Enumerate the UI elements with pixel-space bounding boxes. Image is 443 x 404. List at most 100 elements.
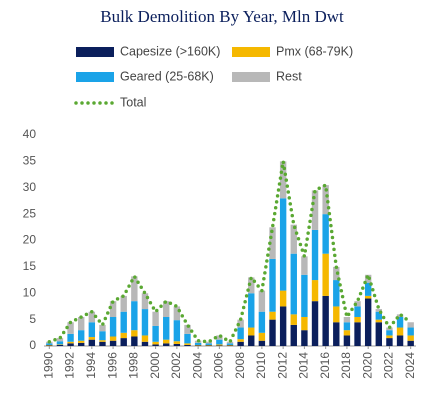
legend-swatch	[76, 72, 114, 82]
bar-segment	[67, 343, 74, 346]
bar-segment	[109, 340, 117, 346]
bar-segment	[354, 316, 361, 323]
bar-segment	[216, 344, 223, 346]
bar-segment	[343, 316, 351, 323]
bar-segment	[407, 340, 414, 346]
bar-segment	[279, 161, 287, 199]
bar-segment	[173, 306, 181, 321]
bar-segment	[46, 344, 53, 346]
bar-segment	[173, 320, 181, 342]
bar-segment	[88, 339, 96, 346]
x-tick-label: 1996	[105, 352, 119, 379]
y-tick-label: 20	[23, 233, 37, 247]
bar-segment	[311, 280, 319, 302]
x-tick-label: 2008	[233, 352, 247, 379]
bar-segment	[386, 335, 393, 339]
bar-segment	[354, 301, 361, 307]
y-tick-label: 0	[29, 338, 36, 352]
bar-segment	[205, 345, 212, 346]
bar-segment	[120, 311, 127, 333]
bar-segment	[163, 343, 170, 346]
bar-segment	[258, 290, 266, 312]
legend-swatch	[232, 47, 270, 57]
x-tick-label: 1998	[127, 352, 141, 379]
bar-segment	[322, 185, 329, 215]
bar-segment	[396, 335, 404, 346]
bar-segment	[396, 316, 404, 328]
bar-segment	[46, 345, 53, 346]
bar-segment	[237, 327, 244, 340]
bar-segment	[131, 301, 138, 331]
bar-segment	[258, 340, 266, 346]
bar-segment	[205, 344, 212, 346]
bar-segment	[163, 316, 170, 340]
bar-segment	[56, 341, 64, 345]
bar-segment	[333, 306, 340, 323]
bar-segment	[194, 345, 202, 346]
bar-segment	[78, 316, 85, 331]
bar-segment	[258, 311, 266, 333]
y-tick-label: 35	[23, 154, 37, 168]
bar-segment	[152, 311, 159, 326]
bar-segment	[216, 335, 223, 340]
bar-segment	[131, 336, 138, 346]
bar-segment	[152, 341, 159, 345]
bar-segment	[56, 338, 64, 342]
x-tick-label: 2018	[339, 352, 353, 379]
bar-segment	[163, 301, 170, 317]
bar-segment	[120, 295, 127, 312]
bar-segment	[258, 332, 266, 341]
bar-segment	[407, 322, 414, 328]
bar-segment	[184, 343, 191, 345]
bar-segment	[290, 253, 297, 315]
x-tick-label: 2024	[403, 352, 417, 379]
bar-segment	[354, 322, 361, 346]
bar-segment	[375, 309, 382, 312]
bar-segment	[109, 316, 117, 337]
x-tick-label: 1992	[63, 352, 77, 379]
bar-segment	[248, 335, 255, 346]
bar-segment	[322, 253, 329, 296]
bar-segment	[226, 341, 234, 344]
x-tick-label: 2012	[275, 352, 289, 379]
y-tick-label: 40	[23, 127, 37, 141]
bar-segment	[364, 282, 372, 296]
bar-segment	[99, 340, 106, 342]
bar-segment	[364, 298, 372, 346]
bar-segment	[237, 319, 244, 328]
bar-segment	[120, 332, 127, 339]
bar-segment	[343, 330, 351, 336]
bar-segment	[237, 341, 244, 346]
y-tick-label: 15	[23, 259, 37, 273]
x-tick-label: 1994	[84, 352, 98, 379]
bar-segment	[343, 335, 351, 346]
bar-segment	[301, 330, 308, 346]
bar-segment	[226, 344, 234, 346]
bar-segment	[279, 290, 287, 307]
bar-segment	[333, 322, 340, 346]
legend-swatch	[232, 72, 270, 82]
x-tick-label: 2004	[190, 352, 204, 379]
x-tick-label: 2020	[360, 352, 374, 379]
x-tick-label: 2000	[148, 352, 162, 379]
bar-segment	[226, 345, 234, 346]
legend-label: Capesize (>160K)	[120, 44, 220, 58]
bar-segment	[290, 224, 297, 254]
bar-segment	[248, 293, 255, 328]
bar-segment	[205, 343, 212, 345]
bar-segment	[343, 322, 351, 331]
legend-label: Geared (25-68K)	[120, 69, 214, 83]
bar-segment	[184, 333, 191, 344]
bar-segment	[248, 327, 255, 336]
bar-segment	[131, 276, 138, 302]
bar-segment	[67, 333, 74, 342]
bar-segment	[248, 277, 255, 294]
bar-segment	[152, 344, 159, 346]
bar-segment	[120, 338, 127, 346]
bar-segment	[375, 319, 382, 323]
bar-segment	[46, 343, 53, 345]
y-tick-label: 30	[23, 180, 37, 194]
bar-segment	[311, 301, 319, 346]
bar-segment	[99, 324, 106, 332]
